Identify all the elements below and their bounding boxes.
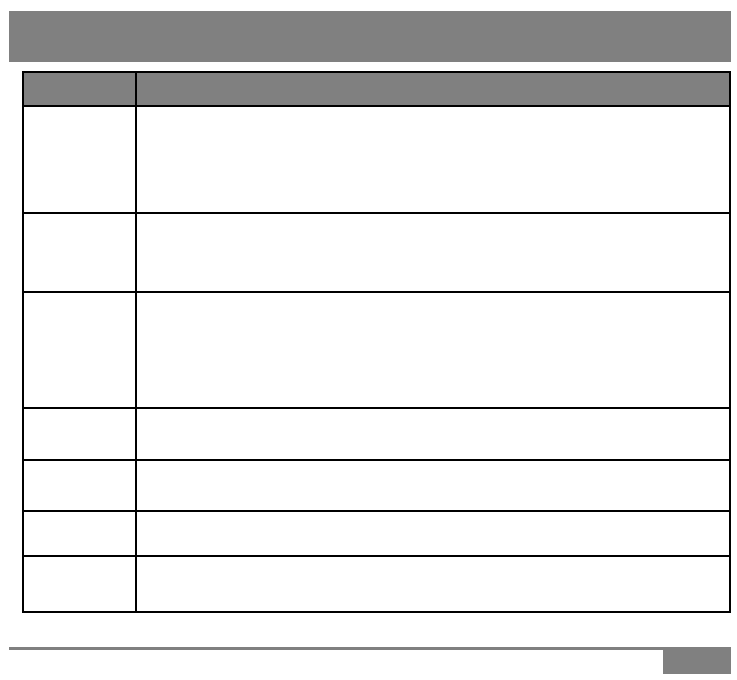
table-cell [135, 105, 731, 214]
table-row [22, 459, 731, 512]
content-table [22, 71, 731, 613]
footer-rule [9, 647, 731, 650]
table-cell [135, 510, 731, 557]
table-cell [22, 459, 137, 512]
table-cell [135, 212, 731, 293]
table-header-row [22, 71, 731, 107]
table-header-cell [135, 71, 731, 107]
table-cell [22, 105, 137, 214]
table-row [22, 407, 731, 461]
table-row [22, 291, 731, 409]
table-cell [22, 407, 137, 461]
table-row [22, 510, 731, 557]
table-cell [22, 555, 137, 613]
table-cell [135, 555, 731, 613]
table-row [22, 555, 731, 613]
table-cell [135, 459, 731, 512]
table-cell [135, 291, 731, 409]
page-number-box [663, 650, 731, 674]
table-cell [22, 291, 137, 409]
table-cell [135, 407, 731, 461]
table-cell [22, 212, 137, 293]
page-header-bar [9, 11, 731, 62]
table-row [22, 105, 731, 214]
table-row [22, 212, 731, 293]
table-header-cell [22, 71, 137, 107]
table-cell [22, 510, 137, 557]
